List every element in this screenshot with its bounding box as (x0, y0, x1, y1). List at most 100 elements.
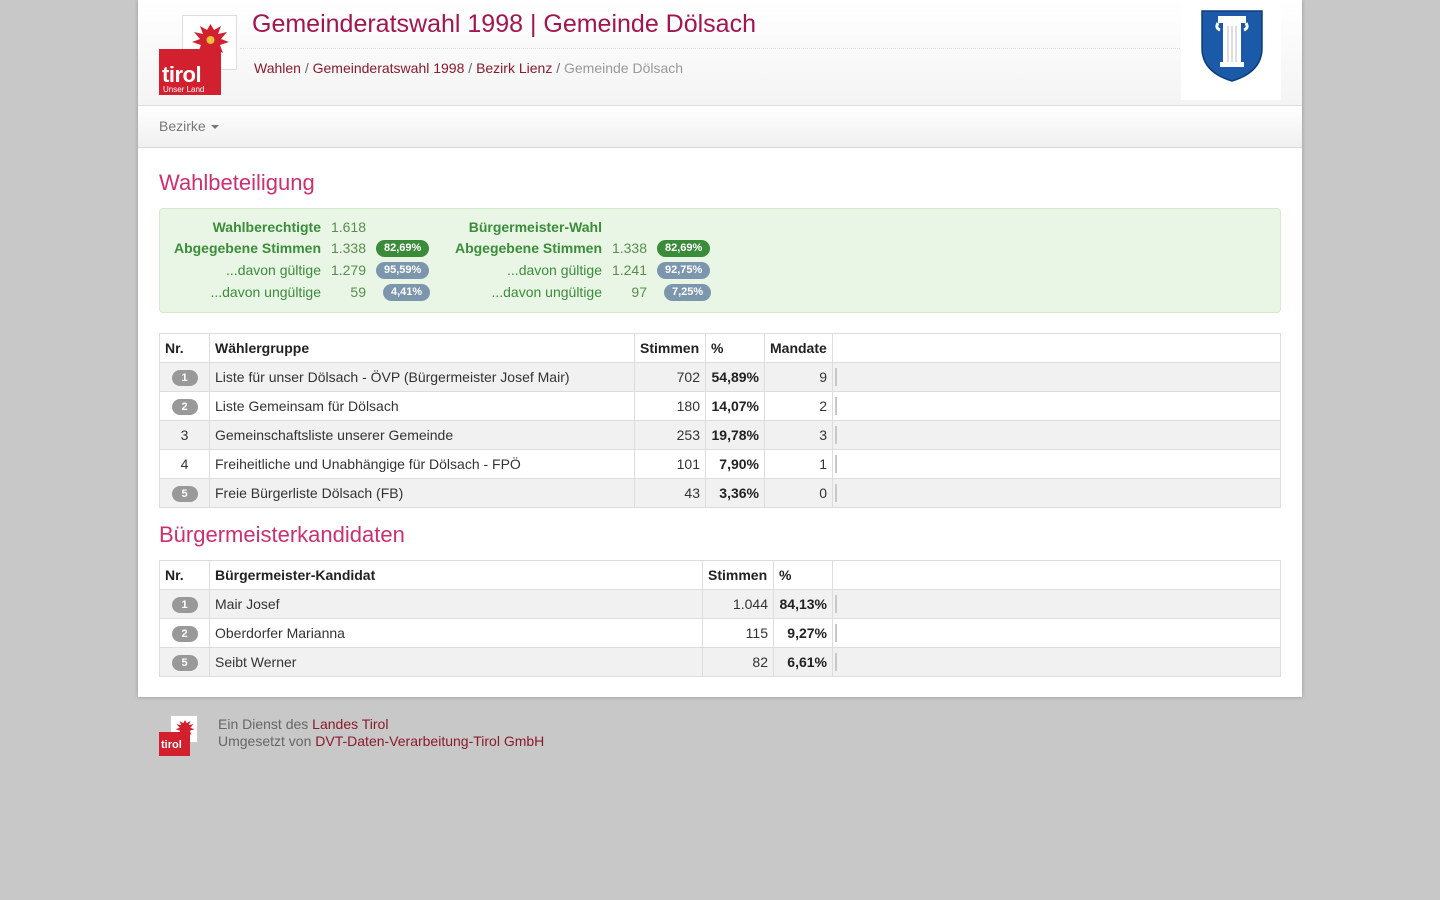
col-header-group: Wählergruppe (209, 333, 635, 363)
breadcrumb-separator: / (556, 60, 561, 76)
stat-label: Wahlberechtigte (212, 219, 321, 235)
stat-row-cast: Abgegebene Stimmen 1.338 82,69% (160, 238, 460, 258)
result-bar (835, 455, 837, 474)
nr-badge: 5 (171, 486, 198, 502)
stat-value: 1.338 (330, 240, 366, 256)
row-pct: 84,13% (773, 589, 833, 619)
footer-link-dvt[interactable]: DVT-Daten-Verarbeitung-Tirol GmbH (315, 733, 545, 749)
col-header-pct: % (705, 333, 765, 363)
row-name: Gemeinschaftsliste unserer Gemeinde (209, 420, 635, 450)
table-row: 1 Mair Josef 1.044 84,13% (159, 589, 1281, 619)
mayor-table: Nr. Bürgermeister-Kandidat Stimmen % 1 M… (159, 560, 1281, 677)
result-bar (835, 624, 837, 643)
footer-logo-word: tirol (161, 739, 182, 751)
nr-badge: 2 (171, 399, 198, 415)
footer-tirol-logo[interactable]: tirol (159, 715, 199, 757)
row-votes: 115 (702, 618, 774, 648)
col-header-pct: % (773, 560, 833, 590)
stat-badge: 82,69% (657, 240, 711, 257)
table-row: 4 Freiheitliche und Unabhängige für Döls… (159, 449, 1281, 479)
stat-value: 1.618 (330, 219, 366, 235)
breadcrumb-link-election[interactable]: Gemeinderatswahl 1998 (312, 60, 465, 76)
breadcrumb-separator: / (304, 60, 309, 76)
row-name: Freiheitliche und Unabhängige für Dölsac… (209, 449, 635, 479)
row-mandates: 3 (764, 420, 833, 450)
stat-row-invalid: ...davon ungültige 59 4,41% (160, 282, 460, 302)
footer-line2-prefix: Umgesetzt von (218, 733, 312, 749)
table-header-row: Nr. Bürgermeister-Kandidat Stimmen % (159, 560, 1281, 590)
row-mandates: 2 (764, 391, 833, 421)
footer-logo-box: tirol (159, 732, 190, 756)
navbar: Bezirke (138, 106, 1302, 148)
row-pct: 19,78% (705, 420, 765, 450)
result-bar (835, 397, 837, 416)
table-row: 1 Liste für unser Dölsach - ÖVP (Bürgerm… (159, 362, 1281, 392)
caret-down-icon (210, 125, 219, 130)
stat-badge: 7,25% (664, 284, 712, 301)
page-header: tirol Unser Land Gemeinderatswahl 1998 |… (138, 0, 1302, 106)
row-pct: 7,90% (705, 449, 765, 479)
logo-word: tirol (162, 62, 202, 87)
row-bar (832, 449, 1281, 479)
stat-row-mayor-cast: Abgegebene Stimmen 1.338 82,69% (441, 238, 741, 258)
row-pct: 9,27% (773, 618, 833, 648)
row-bar (832, 391, 1281, 421)
stat-value: 59 (350, 284, 366, 300)
row-votes: 43 (634, 478, 706, 508)
table-header-row: Nr. Wählergruppe Stimmen % Mandate (159, 333, 1281, 363)
result-bar (835, 595, 837, 614)
breadcrumb-separator: / (468, 60, 473, 76)
stat-badge: 4,41% (383, 284, 431, 301)
row-nr: 5 (159, 478, 210, 508)
row-votes: 180 (634, 391, 706, 421)
municipality-crest (1181, 0, 1281, 100)
breadcrumb-current: Gemeinde Dölsach (564, 60, 684, 76)
row-name: Liste Gemeinsam für Dölsach (209, 391, 635, 421)
participation-heading: Wahlbeteiligung (159, 170, 315, 195)
stat-row-mayor-valid: ...davon gültige 1.241 92,75% (441, 260, 741, 280)
stat-heading: Bürgermeister-Wahl (468, 219, 602, 235)
row-pct: 6,61% (773, 647, 833, 677)
page-title: Gemeinderatswahl 1998 | Gemeinde Dölsach (252, 10, 756, 38)
footer-link-landes-tirol[interactable]: Landes Tirol (312, 716, 389, 732)
row-nr: 2 (159, 618, 210, 648)
bezirke-dropdown[interactable]: Bezirke (159, 118, 219, 134)
bezirke-dropdown-label: Bezirke (159, 118, 206, 134)
footer-text: Ein Dienst des Landes Tirol Umgesetzt vo… (218, 716, 544, 750)
result-bar (835, 653, 837, 672)
stat-label: Abgegebene Stimmen (454, 240, 602, 256)
stat-label: ...davon gültige (226, 262, 321, 278)
row-votes: 702 (634, 362, 706, 392)
tirol-logo[interactable]: tirol Unser Land (159, 15, 237, 95)
stat-heading-mayor: Bürgermeister-Wahl (441, 217, 741, 237)
row-mandates: 9 (764, 362, 833, 392)
footer-line1-prefix: Ein Dienst des (218, 716, 309, 732)
nr-badge: 1 (171, 370, 198, 386)
row-bar (832, 647, 1281, 677)
stat-badge: 82,69% (376, 240, 430, 257)
stat-badge: 92,75% (657, 262, 711, 279)
main-content: Wahlbeteiligung Wahlberechtigte 1.618 Ab… (138, 148, 1302, 697)
nr-badge: 5 (171, 655, 198, 671)
col-header-candidate: Bürgermeister-Kandidat (209, 560, 703, 590)
stat-row-valid: ...davon gültige 1.279 95,59% (160, 260, 460, 280)
table-row: 3 Gemeinschaftsliste unserer Gemeinde 25… (159, 420, 1281, 450)
table-row: 2 Liste Gemeinsam für Dölsach 180 14,07%… (159, 391, 1281, 421)
stat-label: ...davon gültige (507, 262, 602, 278)
crest-icon (1201, 10, 1263, 82)
row-name: Oberdorfer Marianna (209, 618, 703, 648)
row-bar (832, 618, 1281, 648)
stat-label: ...davon ungültige (491, 284, 602, 300)
stat-row-mayor-invalid: ...davon ungültige 97 7,25% (441, 282, 741, 302)
table-row: 2 Oberdorfer Marianna 115 9,27% (159, 618, 1281, 648)
stat-value: 1.241 (611, 262, 647, 278)
breadcrumb-link-wahlen[interactable]: Wahlen (254, 60, 301, 76)
stat-badge: 95,59% (376, 262, 430, 279)
row-nr: 1 (159, 362, 210, 392)
footer-line-2: Umgesetzt von DVT-Daten-Verarbeitung-Tir… (218, 733, 544, 750)
row-bar (832, 478, 1281, 508)
breadcrumb-link-district[interactable]: Bezirk Lienz (476, 60, 553, 76)
row-votes: 1.044 (702, 589, 774, 619)
result-bar (835, 426, 837, 445)
row-nr: 3 (159, 420, 210, 450)
